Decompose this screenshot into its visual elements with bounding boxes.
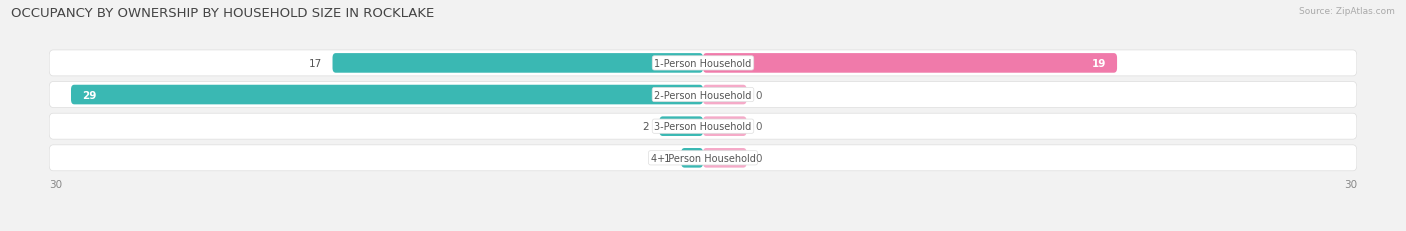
Text: 1: 1 [664, 153, 671, 163]
Text: 2: 2 [643, 122, 648, 132]
Legend: Owner-occupied, Renter-occupied: Owner-occupied, Renter-occupied [586, 229, 820, 231]
Text: 3-Person Household: 3-Person Household [654, 122, 752, 132]
Text: 0: 0 [755, 153, 762, 163]
FancyBboxPatch shape [49, 114, 1357, 140]
Text: 0: 0 [755, 90, 762, 100]
FancyBboxPatch shape [49, 82, 1357, 108]
FancyBboxPatch shape [703, 54, 1118, 73]
FancyBboxPatch shape [659, 117, 703, 136]
FancyBboxPatch shape [49, 51, 1357, 76]
FancyBboxPatch shape [333, 54, 703, 73]
FancyBboxPatch shape [49, 145, 1357, 171]
Text: 4+ Person Household: 4+ Person Household [651, 153, 755, 163]
Text: 2-Person Household: 2-Person Household [654, 90, 752, 100]
FancyBboxPatch shape [703, 148, 747, 168]
Text: Source: ZipAtlas.com: Source: ZipAtlas.com [1299, 7, 1395, 16]
Text: 30: 30 [1344, 179, 1357, 189]
Text: 30: 30 [49, 179, 62, 189]
Text: OCCUPANCY BY OWNERSHIP BY HOUSEHOLD SIZE IN ROCKLAKE: OCCUPANCY BY OWNERSHIP BY HOUSEHOLD SIZE… [11, 7, 434, 20]
Text: 19: 19 [1092, 59, 1107, 69]
FancyBboxPatch shape [682, 148, 703, 168]
FancyBboxPatch shape [703, 85, 747, 105]
FancyBboxPatch shape [72, 85, 703, 105]
Text: 17: 17 [308, 59, 322, 69]
FancyBboxPatch shape [703, 117, 747, 136]
Text: 0: 0 [755, 122, 762, 132]
Text: 1-Person Household: 1-Person Household [654, 59, 752, 69]
Text: 29: 29 [82, 90, 96, 100]
